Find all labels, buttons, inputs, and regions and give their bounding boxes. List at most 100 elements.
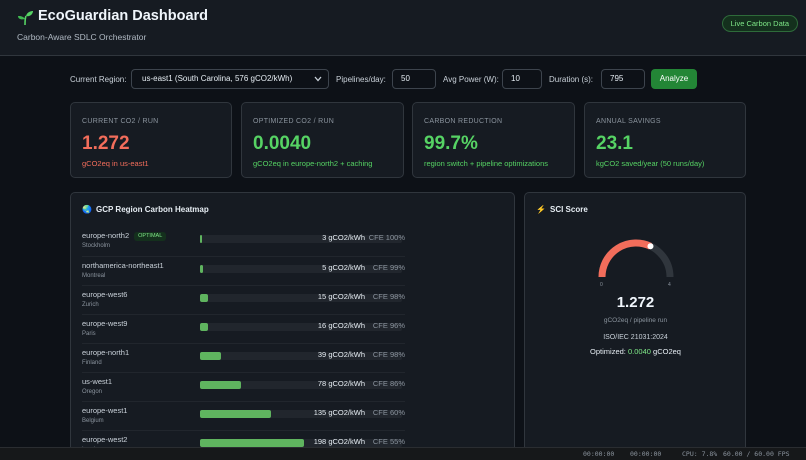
- region-row: us-west1 Oregon 78 gCO2/kWh CFE 86%: [82, 372, 405, 401]
- region-intensity: 198 gCO2/kWh: [313, 437, 365, 446]
- region-cfe: CFE 60%: [372, 408, 405, 417]
- duration-input[interactable]: 795: [601, 69, 645, 89]
- globe-icon: 🌏: [82, 205, 92, 214]
- stat-value: 1.272: [82, 133, 130, 154]
- region-city: Paris: [82, 331, 96, 337]
- power-label: Avg Power (W):: [443, 75, 499, 84]
- intensity-bar-fill: [200, 381, 241, 389]
- gauge-min-label: 0: [600, 282, 603, 287]
- region-intensity: 16 gCO2/kWh: [317, 321, 365, 330]
- region-list: europe-north2 OPTIMAL Stockholm 3 gCO2/kWh C…: [82, 227, 506, 460]
- pipelines-input[interactable]: 50: [392, 69, 436, 89]
- sci-optimized: Optimized: 0.0040 gCO2eq: [525, 347, 746, 356]
- region-city: Oregon: [82, 389, 103, 395]
- optimal-badge: OPTIMAL: [134, 232, 167, 241]
- heatmap-title: 🌏 GCP Region Carbon Heatmap: [82, 205, 209, 214]
- region-name-text: europe-north2: [82, 231, 130, 240]
- region-name-text: europe-west9: [82, 319, 128, 328]
- region-heatmap-panel: 🌏 GCP Region Carbon Heatmap europe-north2…: [70, 192, 515, 460]
- region-city: Montreal: [82, 273, 106, 279]
- region-cfe: CFE 55%: [372, 437, 405, 446]
- sci-optimized-label: Optimized:: [590, 347, 626, 356]
- region-name-text: europe-north1: [82, 348, 130, 357]
- region-row: europe-west6 Zurich 15 gCO2/kWh CFE 98%: [82, 285, 405, 314]
- sci-value: 1.272: [616, 294, 655, 311]
- sci-gauge: 0 4: [598, 239, 674, 287]
- region-name-text: europe-west2: [82, 435, 128, 444]
- region-name: europe-west9: [82, 319, 127, 328]
- status-bar: 00:00:00 00:00:00 CPU: 7.8% 60.00 / 60.0…: [0, 447, 806, 460]
- gauge-fill: [598, 239, 652, 278]
- region-name-text: europe-west1: [82, 406, 128, 415]
- region-row: northamerica-northeast1 Montreal 5 gCO2/kW…: [82, 256, 405, 285]
- region-select-value: us-east1 (South Carolina, 576 gCO2/kWh): [142, 74, 293, 83]
- stat-value: 0.0040: [253, 133, 312, 154]
- stat-note: region switch + pipeline optimizations: [424, 159, 549, 168]
- status-fps: 60.00 / 60.00 FPS: [723, 450, 790, 458]
- status-time-2: 00:00:00: [630, 450, 662, 458]
- intensity-bar-fill: [200, 323, 208, 331]
- region-cfe: CFE 86%: [372, 379, 405, 388]
- power-input[interactable]: 10: [502, 69, 542, 89]
- heatmap-title-text: GCP Region Carbon Heatmap: [96, 205, 209, 214]
- gauge-marker: [647, 243, 654, 250]
- gauge-max-label: 4: [668, 282, 671, 287]
- sci-title: ⚡ SCI Score: [536, 205, 588, 214]
- intensity-bar-fill: [200, 352, 221, 360]
- app-header: EcoGuardian Dashboard Carbon-Aware SDLC …: [0, 0, 806, 56]
- analysis-controls: Current Region: us-east1 (South Carolina…: [70, 69, 720, 89]
- region-cfe: CFE 100%: [368, 233, 405, 242]
- region-city: Finland: [82, 360, 102, 366]
- live-carbon-badge[interactable]: Live Carbon Data: [721, 15, 798, 32]
- status-time-1: 00:00:00: [583, 450, 615, 458]
- region-cfe: CFE 98%: [372, 350, 405, 359]
- sci-score-panel: ⚡ SCI Score 0 4 1.272 gCO2eq / pipeline r…: [524, 192, 746, 460]
- intensity-bar-track: [200, 439, 402, 447]
- intensity-bar-fill: [200, 410, 271, 418]
- stat-label: OPTIMIZED CO2 / RUN: [253, 118, 335, 125]
- region-name: northamerica-northeast1: [82, 261, 164, 270]
- region-row: europe-north2 OPTIMAL Stockholm 3 gCO2/kWh C…: [82, 227, 405, 256]
- app-title: EcoGuardian Dashboard: [38, 8, 209, 24]
- intensity-bar-track: [200, 352, 402, 360]
- stat-label: ANNUAL SAVINGS: [596, 118, 661, 125]
- intensity-bar-fill: [200, 265, 203, 273]
- sci-title-text: SCI Score: [550, 205, 588, 214]
- intensity-bar-fill: [200, 439, 304, 447]
- stat-label: CURRENT CO2 / RUN: [82, 118, 159, 125]
- sci-standard: ISO/IEC 21031:2024: [603, 334, 668, 341]
- region-row: europe-west1 Belgium 135 gCO2/kWh CFE 60%: [82, 401, 405, 430]
- duration-label: Duration (s):: [549, 75, 594, 84]
- pipelines-label: Pipelines/day:: [336, 75, 386, 84]
- intensity-bar-track: [200, 294, 402, 302]
- region-cfe: CFE 96%: [372, 321, 405, 330]
- chevron-down-icon: [314, 76, 322, 82]
- region-name: europe-west1: [82, 406, 127, 415]
- stat-note: gCO2eq in europe-north2 + caching: [253, 159, 373, 168]
- region-cfe: CFE 99%: [372, 263, 405, 272]
- region-select[interactable]: us-east1 (South Carolina, 576 gCO2/kWh): [131, 69, 329, 89]
- region-row: europe-north1 Finland 39 gCO2/kWh CFE 98%: [82, 343, 405, 372]
- sci-optimized-value: 0.0040: [627, 347, 651, 356]
- sprout-icon: [18, 11, 33, 26]
- intensity-bar-track: [200, 235, 402, 243]
- sci-optimized-unit: gCO2eq: [653, 347, 681, 356]
- stat-card-savings: ANNUAL SAVINGS 23.1 kgCO2 saved/year (50…: [584, 102, 746, 178]
- region-name: europe-west6: [82, 290, 127, 299]
- intensity-bar-track: [200, 265, 402, 273]
- region-name-text: europe-west6: [82, 290, 128, 299]
- lightning-icon: ⚡: [536, 205, 546, 214]
- stat-note: kgCO2 saved/year (50 runs/day): [596, 159, 705, 168]
- analyze-button[interactable]: Analyze: [651, 69, 697, 89]
- region-intensity: 78 gCO2/kWh: [317, 379, 365, 388]
- region-city: Stockholm: [82, 243, 111, 249]
- region-name-text: us-west1: [82, 377, 113, 386]
- region-intensity: 39 gCO2/kWh: [317, 350, 365, 359]
- region-name: europe-west2: [82, 435, 127, 444]
- stat-card-current: CURRENT CO2 / RUN 1.272 gCO2eq in us-eas…: [70, 102, 232, 178]
- region-cfe: CFE 98%: [372, 292, 405, 301]
- region-intensity: 15 gCO2/kWh: [317, 292, 365, 301]
- intensity-bar-track: [200, 410, 402, 418]
- intensity-bar-fill: [200, 294, 208, 302]
- region-label: Current Region:: [70, 75, 127, 84]
